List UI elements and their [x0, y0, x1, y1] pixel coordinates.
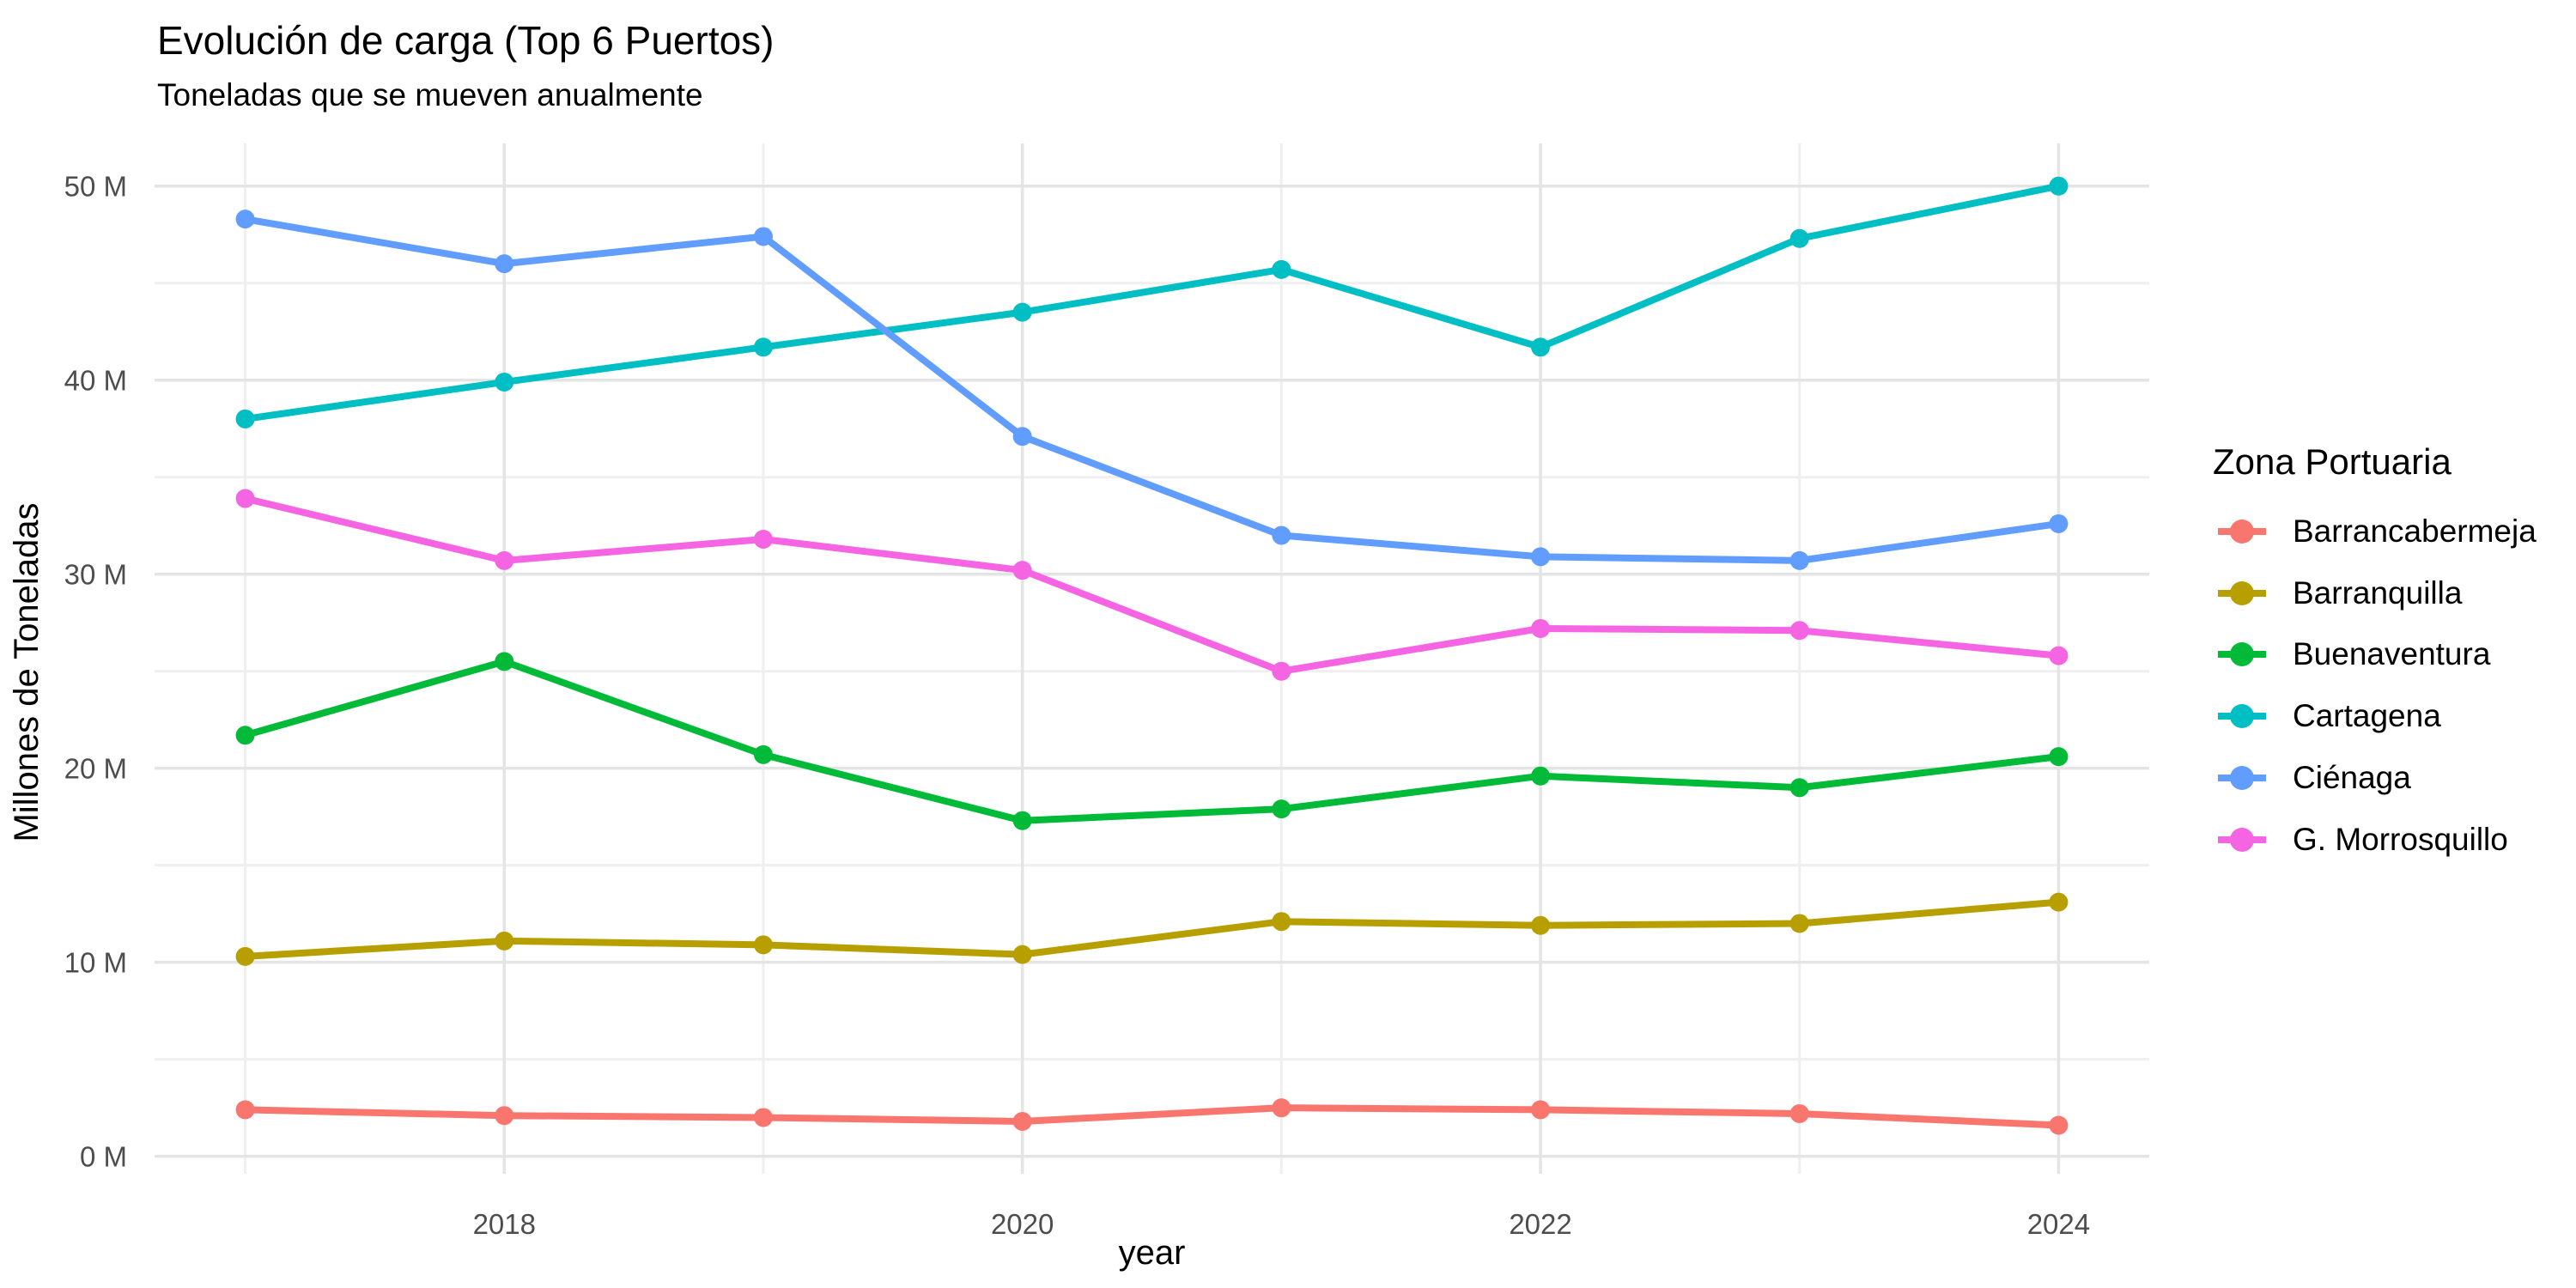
- data-point-cartagena: [235, 409, 255, 428]
- data-point-barranquilla: [753, 935, 773, 955]
- data-point-barrancabermeja: [1531, 1100, 1551, 1120]
- chart-title: Evolución de carga (Top 6 Puertos): [157, 18, 775, 63]
- series-line-g-morrosquillo: [241, 495, 2063, 675]
- data-point-buenaventura: [235, 726, 255, 745]
- data-point-cartagena: [753, 337, 773, 357]
- legend: Zona Portuaria Barrancabermeja Barranquil…: [2213, 439, 2573, 871]
- legend-item-g-morrosquillo: G. Morrosquillo: [2213, 809, 2573, 871]
- legend-label: Cartagena: [2293, 698, 2441, 734]
- legend-label: G. Morrosquillo: [2293, 821, 2508, 857]
- data-point-buenaventura: [753, 744, 773, 764]
- data-point-ci-naga: [1272, 526, 1291, 545]
- y-tick-label: 20 M: [64, 753, 127, 785]
- series-line-barranquilla: [241, 898, 2063, 960]
- legend-item-buenaventura: Buenaventura: [2213, 624, 2573, 686]
- data-point-barrancabermeja: [495, 1106, 514, 1126]
- data-point-g-morrosquillo: [495, 550, 514, 570]
- data-point-cartagena: [1012, 302, 1032, 322]
- data-point-barranquilla: [1531, 915, 1551, 935]
- legend-key-icon: [2218, 704, 2266, 729]
- data-point-barrancabermeja: [1272, 1098, 1291, 1118]
- x-tick-label: 2024: [2027, 1208, 2090, 1240]
- data-point-ci-naga: [1012, 427, 1032, 447]
- data-point-barrancabermeja: [235, 1100, 255, 1120]
- data-point-barrancabermeja: [753, 1108, 773, 1127]
- data-point-g-morrosquillo: [1789, 621, 1809, 641]
- data-point-g-morrosquillo: [1531, 618, 1551, 638]
- x-axis-title: year: [1119, 1234, 1186, 1272]
- data-point-g-morrosquillo: [753, 530, 773, 550]
- data-point-cartagena: [1789, 228, 1809, 248]
- y-tick-label: 40 M: [64, 365, 127, 397]
- data-point-ci-naga: [235, 210, 255, 229]
- data-point-buenaventura: [1789, 778, 1809, 798]
- data-point-cartagena: [1272, 259, 1291, 279]
- data-point-g-morrosquillo: [2049, 646, 2069, 665]
- series-line-buenaventura: [241, 658, 2063, 824]
- legend-label: Barranquilla: [2293, 574, 2463, 611]
- data-point-barranquilla: [1272, 912, 1291, 932]
- legend-label: Ciénaga: [2293, 760, 2411, 796]
- x-tick-label: 2020: [991, 1208, 1054, 1240]
- legend-item-barrancabermeja: Barrancabermeja: [2213, 501, 2573, 562]
- legend-label: Barrancabermeja: [2293, 513, 2537, 549]
- data-point-cartagena: [2049, 176, 2069, 196]
- legend-key-icon: [2218, 519, 2266, 544]
- data-point-g-morrosquillo: [1272, 661, 1291, 681]
- y-tick-label: 30 M: [64, 559, 127, 591]
- series-line-cartagena: [241, 182, 2063, 422]
- legend-item-cartagena: Cartagena: [2213, 685, 2573, 747]
- data-point-barrancabermeja: [1012, 1111, 1032, 1131]
- data-point-buenaventura: [1531, 766, 1551, 786]
- legend-label: Buenaventura: [2293, 636, 2491, 672]
- data-point-barranquilla: [495, 931, 514, 951]
- data-point-buenaventura: [495, 652, 514, 671]
- x-tick-label: 2018: [473, 1208, 536, 1240]
- data-point-barranquilla: [2049, 892, 2069, 912]
- data-point-buenaventura: [1272, 799, 1291, 819]
- series-line-ci-naga: [241, 216, 2063, 564]
- data-point-g-morrosquillo: [235, 489, 255, 508]
- data-point-ci-naga: [1789, 550, 1809, 570]
- data-point-ci-naga: [753, 227, 773, 246]
- legend-key-icon: [2218, 766, 2266, 791]
- legend-items: Barrancabermeja Barranquilla Buenaventura C…: [2213, 501, 2573, 871]
- legend-key-icon: [2218, 580, 2266, 605]
- data-point-barranquilla: [1012, 945, 1032, 964]
- legend-item-barranquilla: Barranquilla: [2213, 562, 2573, 624]
- y-tick-label: 50 M: [64, 171, 127, 203]
- legend-title: Zona Portuaria: [2213, 441, 2451, 482]
- data-point-cartagena: [495, 372, 514, 392]
- y-axis-title: Millones de Toneladas: [8, 502, 46, 841]
- data-point-buenaventura: [2049, 747, 2069, 767]
- data-point-buenaventura: [1012, 811, 1032, 830]
- legend-key-icon: [2218, 827, 2266, 852]
- legend-key-icon: [2218, 642, 2266, 667]
- data-point-ci-naga: [2049, 513, 2069, 533]
- data-point-barranquilla: [235, 946, 255, 966]
- series-line-barrancabermeja: [241, 1104, 2063, 1129]
- y-tick-label: 10 M: [64, 947, 127, 979]
- legend-item-ci-naga: Ciénaga: [2213, 747, 2573, 809]
- chart-subtitle: Toneladas que se mueven anualmente: [157, 77, 703, 112]
- data-point-barranquilla: [1789, 914, 1809, 933]
- data-point-cartagena: [1531, 337, 1551, 357]
- data-point-ci-naga: [1531, 547, 1551, 567]
- x-tick-label: 2022: [1509, 1208, 1571, 1240]
- data-point-barrancabermeja: [1789, 1103, 1809, 1123]
- data-point-barrancabermeja: [2049, 1115, 2069, 1135]
- data-point-ci-naga: [495, 254, 514, 274]
- y-tick-label: 0 M: [80, 1141, 127, 1173]
- data-point-g-morrosquillo: [1012, 561, 1032, 580]
